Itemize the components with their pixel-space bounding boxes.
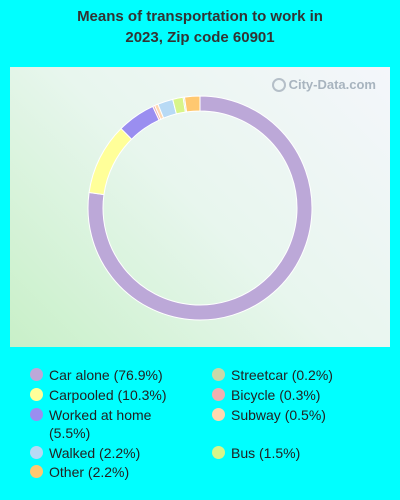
chart-area: City-Data.com [10,67,390,347]
legend-label: Subway (0.5%) [231,407,326,423]
legend-label: Bicycle (0.3%) [231,387,321,403]
legend-swatch [30,465,43,478]
legend-item-subway: Subway (0.5%) [212,406,381,424]
legend-label: Other (2.2%) [49,464,130,480]
chart-legend: Car alone (76.9%) Carpooled (10.3%) Worked… [0,366,400,496]
donut-slice-other[interactable] [183,95,201,113]
legend-label: Walked (2.2%) [49,445,141,461]
legend-swatch [30,368,43,381]
donut-chart [87,95,313,321]
legend-swatch [212,408,225,421]
legend-item-streetcar: Streetcar (0.2%) [212,366,381,384]
legend-item-car-alone: Car alone (76.9%) [30,366,199,384]
legend-item-other: Other (2.2%) [30,463,199,481]
legend-swatch [30,408,43,421]
legend-item-walked: Walked (2.2%) [30,444,199,462]
chart-title: Means of transportation to work in 2023,… [0,6,400,48]
donut-slice-worked-at-home[interactable] [120,105,160,140]
chart-title-line-2: 2023, Zip code 60901 [125,29,275,46]
watermark-text: City-Data.com [288,77,376,92]
legend-swatch [212,388,225,401]
donut-slice-carpooled[interactable] [88,127,133,196]
legend-item-worked-at-home: Worked at home (5.5%) [30,406,169,442]
legend-swatch [30,388,43,401]
legend-label: Streetcar (0.2%) [231,367,333,383]
legend-label: Worked at home (5.5%) [49,407,152,441]
legend-item-bicycle: Bicycle (0.3%) [212,386,381,404]
legend-label: Carpooled (10.3%) [49,387,167,403]
legend-item-carpooled: Carpooled (10.3%) [30,386,199,404]
city-data-logo-icon [271,77,286,92]
legend-label: Car alone (76.9%) [49,367,163,383]
chart-title-line-1: Means of transportation to work in [77,8,323,25]
donut-slice-car-alone[interactable] [87,95,313,321]
legend-swatch [212,368,225,381]
legend-swatch [30,446,43,459]
legend-label: Bus (1.5%) [231,445,301,461]
legend-swatch [212,446,225,459]
watermark: City-Data.com [271,77,376,92]
legend-item-bus: Bus (1.5%) [212,444,381,462]
